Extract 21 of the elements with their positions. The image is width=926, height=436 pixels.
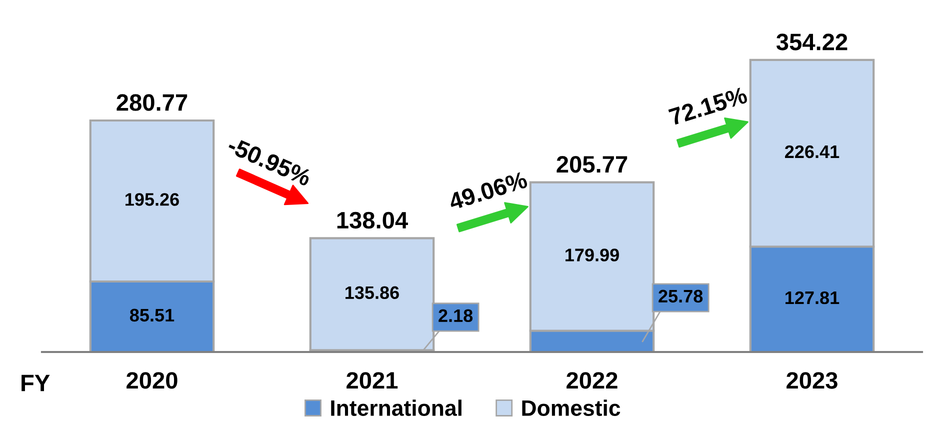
total-label: 280.77: [116, 94, 188, 111]
x-tick-label: 2023: [786, 372, 838, 389]
data-label: 2.18: [438, 309, 473, 322]
annotation: 72.15%: [668, 86, 748, 126]
legend-label: International: [331, 400, 462, 416]
x-tick-label: 2021: [346, 372, 398, 389]
text: FY: [22, 374, 50, 392]
data-label: 195.26: [126, 193, 179, 206]
x-tick-label: 2020: [126, 372, 178, 389]
x-tick-label: 2022: [566, 372, 618, 389]
data-label: 25.78: [658, 290, 703, 303]
total-label: 138.04: [337, 212, 408, 229]
annotation: 49.06%: [448, 171, 528, 210]
total-label: 205.77: [556, 156, 628, 173]
total-label: 354.22: [776, 34, 848, 50]
legend-label: Domestic: [522, 400, 620, 416]
data-label: 135.86: [346, 286, 399, 300]
data-label: 127.81: [786, 291, 840, 304]
data-label: 179.99: [566, 248, 619, 262]
data-label: 226.41: [785, 145, 840, 158]
data-label: 85.51: [130, 308, 174, 322]
